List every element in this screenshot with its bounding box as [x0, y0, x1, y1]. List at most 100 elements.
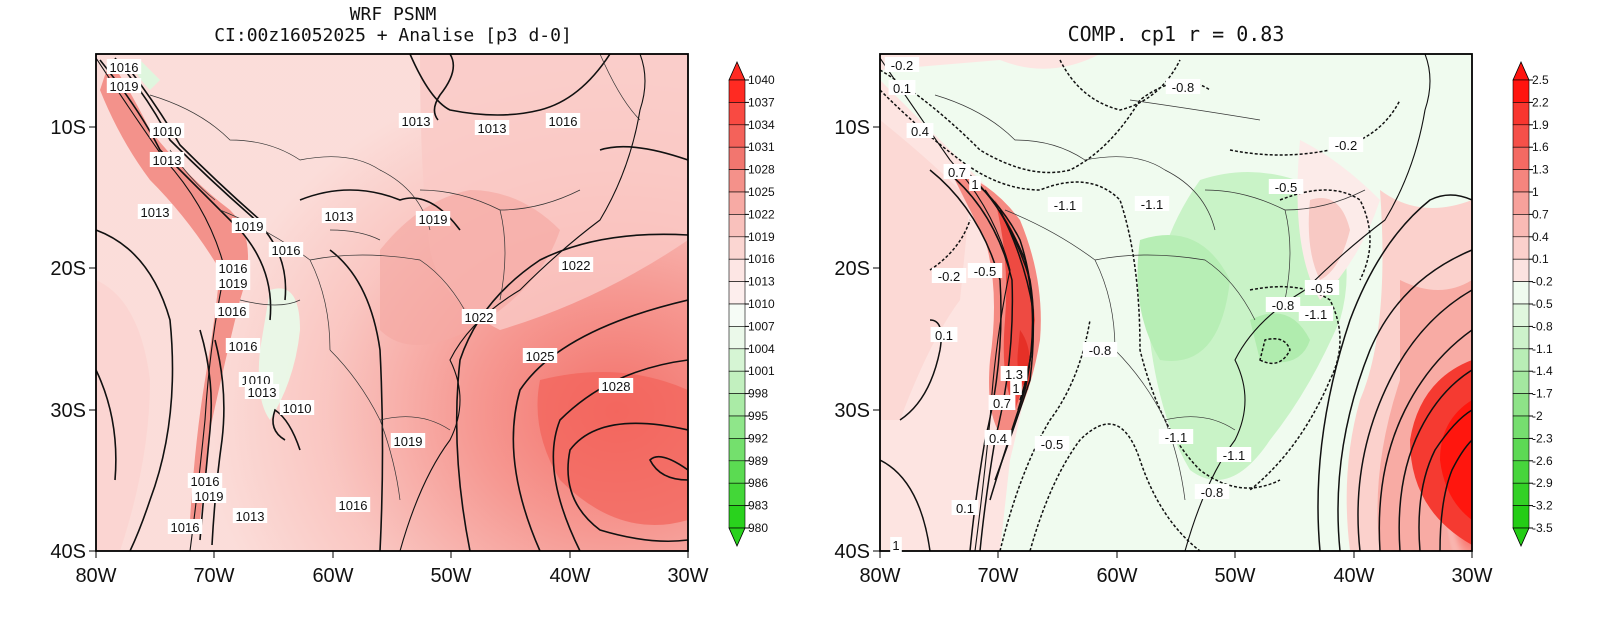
left-colorbar-label: 1025: [748, 185, 775, 199]
right-contour-label-bg: [1268, 179, 1304, 194]
right-contour-label-bg: [1165, 79, 1201, 94]
right-colorbar-swatch: [1512, 370, 1530, 394]
left-contour-label: 1016: [219, 261, 248, 276]
left-colorbar-label: 983: [748, 499, 768, 513]
left-colorbar-swatch: [728, 124, 746, 148]
left-contour-label-bg: [461, 309, 497, 324]
left-contour-label-bg: [191, 488, 227, 503]
right-colorbar-label: -3.2: [1532, 499, 1553, 513]
left-contour-label: 1013: [236, 509, 265, 524]
right-colorbar-label: 2.2: [1532, 95, 1549, 109]
left-x-ticks: 80W 70W 60W 50W 40W 30W: [75, 551, 709, 587]
left-colorbar-label: 1016: [748, 252, 775, 266]
left-contour-label-bg: [187, 473, 223, 488]
left-colorbar-swatch: [728, 482, 746, 506]
right-contour-label-bg: [906, 123, 934, 138]
left-contour-label-bg: [244, 384, 280, 399]
right-contour-label-bg: [943, 164, 971, 179]
right-contour-label: 1.3: [1005, 367, 1023, 382]
left-colorbar-swatch: [728, 326, 746, 350]
right-colorbar-swatch: [1512, 124, 1530, 148]
left-colorbar-swatch: [728, 236, 746, 260]
left-colorbar-label: 1040: [748, 73, 775, 87]
right-colorbar-label: 2.5: [1532, 73, 1549, 87]
right-contour-label-bg: [1304, 280, 1340, 295]
right-contour-label: 0.4: [911, 124, 929, 139]
left-contour-label-bg: [335, 497, 371, 512]
right-x-tick-label: 30W: [1451, 565, 1492, 587]
right-contour-label-bg: [884, 57, 920, 72]
right-colorbar-swatch: [1512, 505, 1530, 529]
right-colorbar-label: 0.7: [1532, 207, 1549, 221]
left-contour-label-bg: [214, 303, 250, 318]
left-colorbar-label: 980: [748, 521, 768, 535]
left-colorbar-label: 1019: [748, 230, 775, 244]
right-colorbar-label: -2.9: [1532, 476, 1553, 490]
left-map-frame: [95, 53, 689, 552]
right-colorbar-swatch: [1512, 236, 1530, 260]
right-contour-label-bg: [1082, 342, 1118, 357]
right-colorbar-label: -1.1: [1532, 342, 1553, 356]
left-y-tick-label: 40S: [50, 541, 86, 563]
right-colorbar-swatch: [1512, 393, 1530, 417]
left-contour-label: 1022: [562, 258, 591, 273]
right-y-tick-label: 20S: [834, 258, 870, 280]
right-map-frame: [879, 53, 1473, 552]
left-contour-label: 1010: [283, 401, 312, 416]
right-colorbar-label: 1.6: [1532, 140, 1549, 154]
right-colorbar-swatch: [1512, 79, 1530, 103]
left-contour-label: 1013: [141, 205, 170, 220]
left-colorbar-max-arrow: [728, 61, 746, 81]
left-contour-label: 1016: [171, 520, 200, 535]
left-x-tick-label: 50W: [430, 565, 471, 587]
left-colorbar-swatch: [728, 415, 746, 439]
right-colorbar-label: -0.8: [1532, 319, 1553, 333]
left-panel: WRF PSNM CI:00z16052025 + Analise [p3 d-…: [50, 4, 775, 587]
right-colorbar-swatch: [1512, 258, 1530, 282]
right-colorbar-label: -0.5: [1532, 297, 1553, 311]
right-colorbar-swatch: [1512, 326, 1530, 350]
left-colorbar-label: 998: [748, 387, 768, 401]
left-colorbar-swatch: [728, 393, 746, 417]
left-contour-label-bg: [321, 208, 357, 223]
left-title-line2: CI:00z16052025 + Analise [p3 d-0]: [214, 25, 572, 46]
left-contour-label-bg: [167, 519, 203, 534]
left-contour-label-bg: [279, 400, 315, 415]
right-colorbar-label: -1.4: [1532, 364, 1553, 378]
right-contour-label: 0.1: [893, 81, 911, 96]
left-contour-label-bg: [390, 433, 426, 448]
left-x-tick-label: 60W: [312, 565, 353, 587]
left-contour-label-bg: [545, 113, 581, 128]
right-contour-label-bg: [931, 268, 967, 283]
left-x-tick-label: 40W: [549, 565, 590, 587]
right-x-tick-label: 70W: [977, 565, 1018, 587]
left-contour-label-bg: [225, 338, 261, 353]
left-contour-label: 1022: [465, 310, 494, 325]
right-contour-label-bg: [1265, 297, 1301, 312]
right-map-field: [880, 54, 1472, 551]
right-x-ticks: 80W 70W 60W 50W 40W 30W: [859, 551, 1493, 587]
left-contour-label: 1019: [235, 219, 264, 234]
left-contour-label: 1025: [526, 349, 555, 364]
left-colorbar-label: 1007: [748, 319, 775, 333]
right-colorbar-label: -2.6: [1532, 454, 1553, 468]
left-colorbar-swatch: [728, 146, 746, 170]
right-contour-label: -0.2: [938, 269, 960, 284]
left-contour-label-bg: [415, 211, 451, 226]
right-contour-label-bg: [930, 327, 958, 342]
left-contour-label: 1016: [549, 114, 578, 129]
right-colorbar-swatch: [1512, 191, 1530, 215]
left-contour-label: 1019: [195, 489, 224, 504]
left-colorbar-swatch: [728, 505, 746, 529]
right-contour-label: 1: [1012, 381, 1019, 396]
left-x-tick-label: 80W: [75, 565, 116, 587]
right-x-tick-label: 50W: [1214, 565, 1255, 587]
right-contour-label: 0.7: [993, 396, 1011, 411]
right-contour-label: -0.5: [974, 264, 996, 279]
right-colorbar: 2.5 2.2 1.9 1.6 1.3 1 0.7 0.4 0.1 -0.2 -0.5 -0.8 -1.…: [1512, 61, 1553, 547]
left-contour-label-bg: [398, 113, 434, 128]
right-contour-label: 0.1: [956, 501, 974, 516]
right-colorbar-swatch: [1512, 303, 1530, 327]
right-contour-label: -1.1: [1165, 430, 1187, 445]
left-contour-label-bg: [232, 508, 268, 523]
